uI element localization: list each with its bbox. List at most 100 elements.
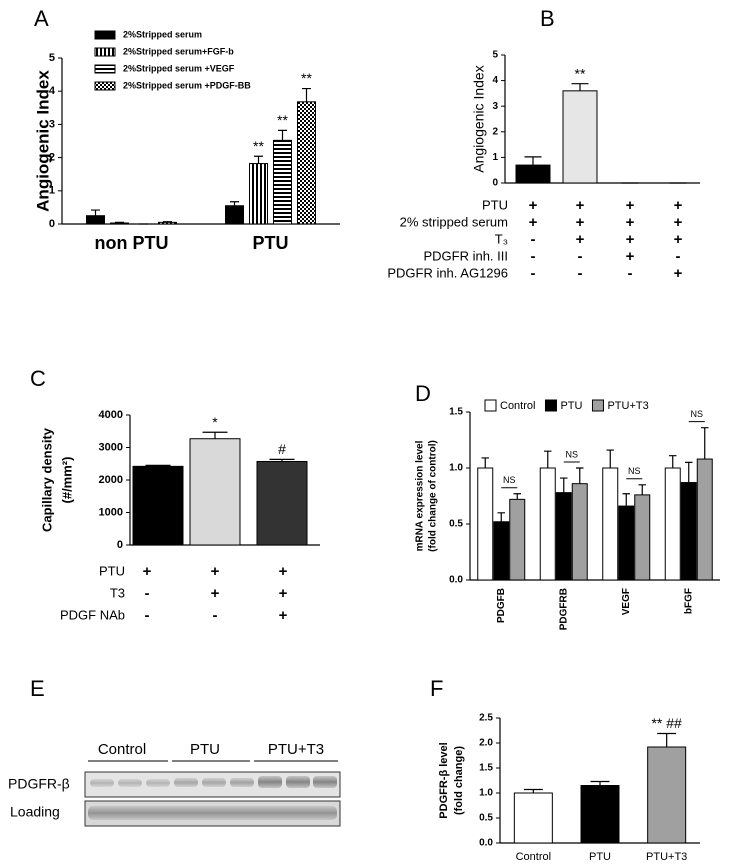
condition-cell: - (578, 248, 583, 265)
error-bar (544, 450, 552, 468)
condition-cell: - (531, 231, 536, 248)
x-tick-label: non PTU (95, 233, 169, 253)
x-tick-label: PDGFRB (558, 588, 569, 630)
y-tick-label: 5 (49, 52, 55, 64)
condition-label: T₃ (495, 231, 508, 246)
bar (562, 90, 598, 184)
y-tick-label: 1000 (99, 506, 123, 518)
bar (297, 101, 316, 225)
y-tick-label: 1.5 (449, 407, 463, 418)
error-bar (497, 512, 505, 522)
condition-cell: + (626, 214, 635, 231)
error-bar (576, 467, 584, 484)
bar (515, 164, 551, 184)
bar (110, 222, 129, 225)
error-bar (657, 732, 677, 747)
error-bar (481, 457, 489, 468)
bar (256, 460, 308, 546)
y-tick-label: 1.5 (479, 763, 493, 774)
bar (664, 467, 681, 581)
condition-cell: + (279, 563, 288, 580)
y-tick-label: 0 (117, 539, 123, 551)
panel-letter: C (30, 366, 46, 391)
bar (86, 215, 105, 225)
condition-label: PDGF NAb (60, 607, 125, 622)
condition-cell: + (279, 607, 288, 624)
condition-cell: - (213, 607, 218, 624)
bar (493, 521, 510, 581)
bar (571, 483, 588, 581)
error-bar (669, 455, 677, 468)
y-tick-label: 0 (492, 178, 498, 189)
comparison-label: NS (690, 409, 703, 419)
y-tick-label: 2.0 (479, 738, 493, 749)
y-tick-label: 2000 (99, 474, 123, 486)
bar (132, 465, 184, 546)
blot-panel: E Control PTU PTU+T3 PDGFR-β Loading (8, 676, 341, 827)
error-bar (560, 477, 568, 493)
condition-cell: + (674, 265, 683, 282)
blot-row-label: Loading (10, 804, 60, 820)
blot-bands (88, 776, 337, 820)
x-tick-label: PDGFB (496, 588, 507, 623)
y-axis-label: (fold change of control) (428, 440, 439, 552)
y-axis-label: mRNA expression level (415, 440, 426, 551)
comparison-label: NS (503, 475, 516, 485)
error-bar (302, 87, 311, 102)
bar (647, 746, 687, 844)
y-tick-label: 0.5 (449, 519, 463, 530)
condition-cell: - (531, 248, 536, 265)
legend-swatch (94, 81, 116, 91)
y-tick-label: 1 (492, 152, 498, 163)
panel-letter: A (34, 6, 49, 31)
significance-label: ** (575, 65, 586, 81)
y-tick-label: 1.0 (479, 788, 493, 799)
bar (555, 492, 572, 581)
y-tick-label: 2 (49, 152, 55, 164)
error-bar (523, 788, 543, 793)
legend-swatch (544, 399, 557, 412)
bar (539, 467, 556, 581)
condition-label: 2% stripped serum (400, 214, 508, 229)
y-tick-label: 4 (49, 85, 56, 97)
error-bar (278, 129, 287, 141)
y-tick-label: 2 (492, 126, 498, 137)
significance-label: ** (253, 138, 264, 154)
error-bar (513, 493, 521, 500)
y-axis-label: (#/mm²) (59, 457, 74, 504)
condition-label: PTU (99, 563, 125, 578)
condition-label: T3 (110, 585, 125, 600)
condition-cell: - (145, 607, 150, 624)
comparison-label: NS (628, 466, 641, 476)
error-bar (685, 461, 693, 483)
condition-cell: + (143, 563, 152, 580)
legend-swatch (94, 47, 116, 57)
condition-cell: - (676, 248, 681, 265)
error-bar (202, 431, 228, 439)
lane-group-label: PTU+T3 (268, 741, 324, 758)
x-tick-label: PTU+T3 (646, 851, 687, 863)
y-tick-label: 3000 (99, 441, 123, 453)
bar (509, 498, 526, 581)
condition-cell: + (674, 214, 683, 231)
error-bar (590, 780, 610, 786)
condition-cell: + (529, 214, 538, 231)
y-axis-label: Angiogenic Index (33, 70, 52, 212)
x-tick-label: PTU (253, 233, 289, 253)
error-bar (524, 156, 542, 166)
condition-cell: + (529, 197, 538, 214)
error-bar (230, 201, 239, 206)
bar (634, 494, 651, 581)
condition-cell: + (626, 248, 635, 265)
x-tick-label: VEGF (621, 588, 632, 615)
panel-letter: F (430, 676, 443, 701)
panel-letter: B (540, 6, 555, 31)
error-bar (91, 209, 100, 216)
condition-cell: - (578, 265, 583, 282)
condition-cell: + (576, 214, 585, 231)
legend-swatch (94, 30, 116, 40)
x-tick-label: PTU (589, 851, 611, 863)
legend-swatch (484, 399, 497, 412)
significance-label: # (278, 441, 286, 457)
